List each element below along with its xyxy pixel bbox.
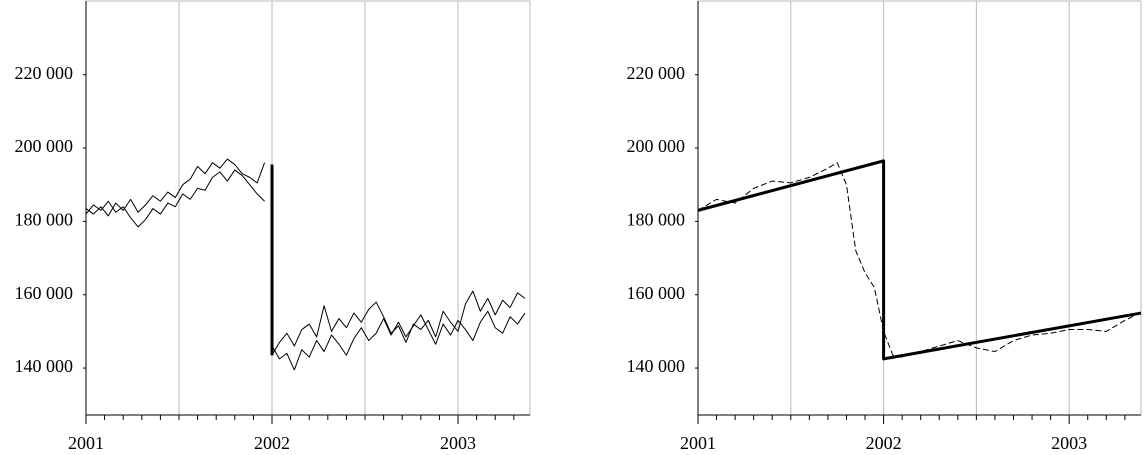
y-tick-label: 180 000 <box>15 210 74 230</box>
data-line <box>85 169 265 228</box>
y-tick-label: 200 000 <box>627 136 686 156</box>
y-tick-label: 160 000 <box>627 283 686 303</box>
y-tick-label: 220 000 <box>15 63 74 83</box>
x-tick-label: 2001 <box>68 433 104 453</box>
y-tick-label: 140 000 <box>627 356 686 376</box>
data-line <box>85 158 266 217</box>
y-tick-label: 160 000 <box>15 283 74 303</box>
data-line <box>697 162 1140 358</box>
x-tick-label: 2003 <box>440 433 476 453</box>
data-line <box>271 310 526 371</box>
x-tick-label: 2001 <box>680 433 716 453</box>
y-tick-label: 180 000 <box>627 210 686 230</box>
y-tick-label: 220 000 <box>627 63 686 83</box>
x-tick-label: 2002 <box>254 433 290 453</box>
x-tick-label: 2003 <box>1051 433 1087 453</box>
y-tick-label: 140 000 <box>15 356 74 376</box>
data-line <box>271 290 526 356</box>
x-tick-label: 2002 <box>866 433 902 453</box>
y-tick-label: 200 000 <box>15 136 74 156</box>
data-line <box>697 159 1142 361</box>
